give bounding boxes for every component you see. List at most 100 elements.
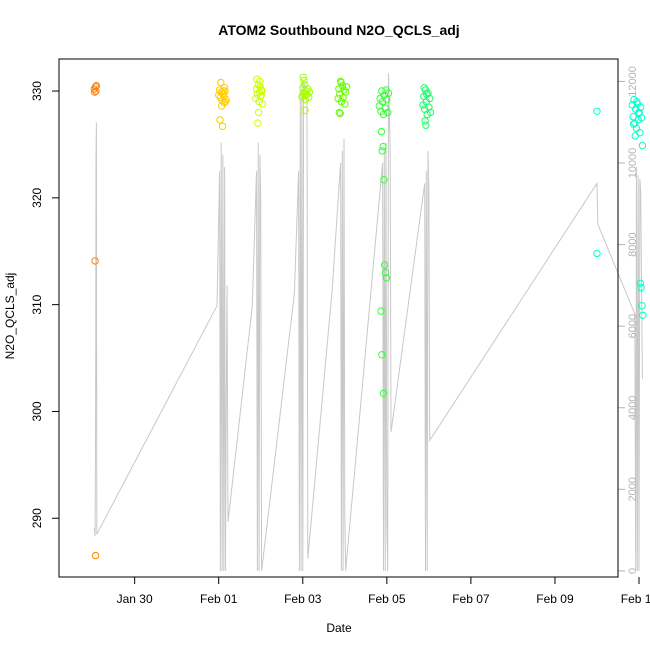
y2-tick-label: 2000 — [627, 477, 639, 501]
series-0 — [90, 82, 101, 560]
data-point — [254, 119, 262, 127]
x-tick-label: Feb 05 — [368, 592, 406, 606]
data-point — [218, 97, 226, 105]
data-point — [425, 103, 433, 111]
data-point — [631, 132, 639, 140]
series-5 — [375, 86, 393, 397]
data-point — [91, 257, 99, 265]
y2-tick-label: 10000 — [627, 148, 639, 179]
data-point — [92, 87, 100, 95]
data-point — [219, 89, 228, 97]
data-point — [380, 176, 388, 184]
y2-tick-label: 0 — [627, 568, 639, 574]
data-point — [341, 88, 350, 96]
data-point — [636, 279, 644, 287]
series-2 — [252, 75, 267, 127]
y-tick-label: 320 — [30, 188, 44, 208]
data-point — [258, 87, 266, 95]
data-point — [254, 108, 263, 117]
x-tick-label: Feb 01 — [200, 592, 238, 606]
data-point — [380, 91, 388, 100]
data-point — [593, 249, 601, 258]
data-point — [636, 129, 644, 137]
data-point — [300, 76, 308, 85]
data-point — [378, 351, 386, 359]
series-3 — [298, 73, 314, 115]
data-point — [384, 108, 392, 117]
y2-tick-label: 8000 — [627, 232, 639, 256]
data-point — [633, 98, 641, 106]
data-point — [338, 82, 346, 90]
x-tick-label: Jan 30 — [117, 592, 153, 606]
data-point — [302, 87, 310, 95]
y2-tick-label: 4000 — [627, 395, 639, 419]
data-point — [384, 89, 393, 97]
data-point — [629, 120, 638, 128]
data-point — [637, 103, 645, 111]
chart-title: ATOM2 Southbound N2O_QCLS_adj — [218, 22, 459, 38]
data-point — [299, 73, 307, 81]
data-point — [335, 108, 343, 117]
data-point — [423, 90, 431, 98]
data-point — [426, 108, 435, 117]
data-point — [424, 89, 432, 97]
data-point — [381, 268, 390, 277]
data-point — [253, 75, 261, 84]
data-point — [221, 87, 229, 95]
y2-tick-label: 6000 — [627, 314, 639, 338]
data-point — [638, 141, 647, 150]
data-point — [336, 109, 344, 118]
data-point — [382, 274, 391, 282]
data-point — [341, 100, 349, 108]
data-point — [377, 127, 386, 136]
data-point — [634, 109, 643, 118]
data-point — [258, 100, 267, 108]
series-1 — [215, 78, 231, 131]
data-point — [420, 84, 428, 92]
y-axis-label: N2O_QCLS_adj — [3, 273, 17, 360]
data-point — [217, 78, 225, 87]
data-point — [422, 121, 430, 129]
data-point — [378, 147, 386, 155]
data-point — [220, 84, 229, 92]
data-point — [257, 91, 265, 100]
x-tick-label: Feb 11 — [621, 592, 650, 606]
data-point — [92, 82, 101, 90]
data-point — [256, 83, 264, 91]
x-tick-label: Feb 09 — [536, 592, 574, 606]
data-point — [222, 95, 231, 104]
series-7 — [593, 95, 647, 319]
y-tick-label: 300 — [30, 401, 44, 421]
data-point — [91, 551, 100, 560]
data-point — [379, 142, 387, 151]
y2-tick-label: 12000 — [627, 66, 639, 97]
y-tick-label: 330 — [30, 81, 44, 101]
data-point — [379, 389, 388, 397]
data-point — [301, 106, 309, 115]
altitude-line — [93, 73, 643, 571]
x-tick-label: Feb 07 — [452, 592, 490, 606]
data-point — [216, 116, 224, 124]
data-point — [378, 87, 386, 95]
data-point — [337, 78, 345, 87]
altitude-layer — [93, 73, 643, 571]
data-point — [342, 83, 351, 91]
data-point — [593, 107, 601, 116]
points-layer — [90, 73, 647, 560]
x-axis-label: Date — [326, 621, 352, 635]
plot-frame — [58, 58, 619, 578]
y-tick-label: 290 — [30, 508, 44, 528]
data-point — [639, 311, 647, 319]
data-point — [91, 83, 100, 91]
data-point — [377, 307, 385, 315]
series-6 — [419, 84, 435, 129]
data-point — [637, 283, 645, 292]
data-point — [421, 117, 429, 125]
data-point — [302, 91, 310, 100]
data-point — [381, 261, 389, 269]
x-tick-label: Feb 03 — [284, 592, 322, 606]
axes-layer: Jan 30 Feb 01 Feb 03 Feb 05 Feb 07 Feb 09 Feb … — [30, 66, 650, 606]
data-point — [381, 104, 389, 112]
series-4 — [334, 77, 351, 118]
